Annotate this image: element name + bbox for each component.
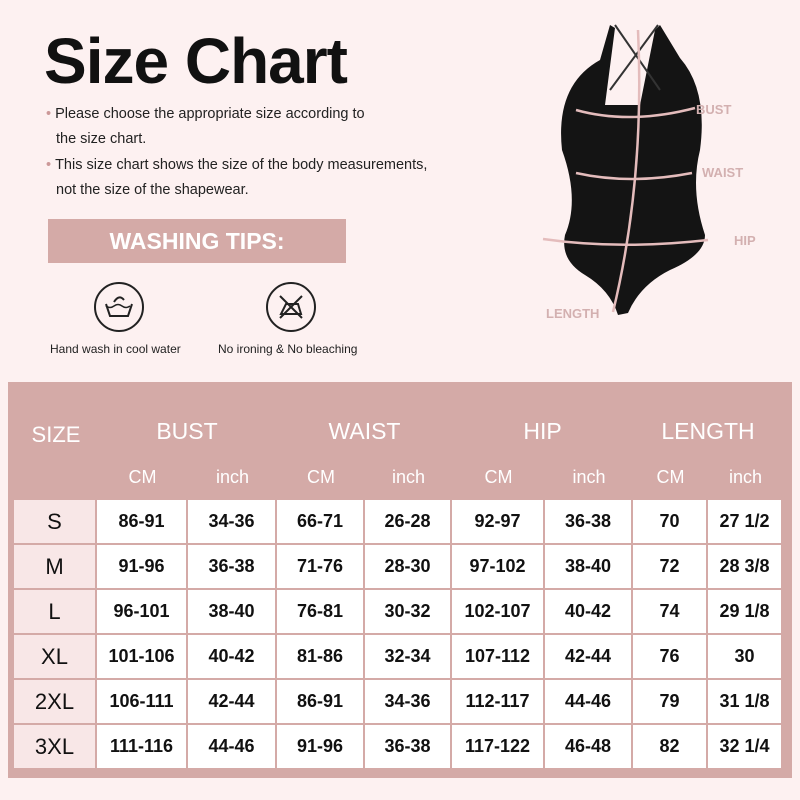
table-cell: 86-91 <box>97 500 186 543</box>
table-cell: 81-86 <box>277 635 363 678</box>
unit-header: inch <box>215 467 250 487</box>
table-cell: 97-102 <box>452 545 543 588</box>
waist-label: WAIST <box>702 165 743 180</box>
table-cell: 70 <box>633 500 706 543</box>
hand-wash-icon <box>94 282 144 332</box>
table-cell: 26-28 <box>365 500 450 543</box>
table-cell: 36-38 <box>188 545 275 588</box>
note-2b: not the size of the shapewear. <box>56 182 249 198</box>
unit-header: inch <box>728 467 763 487</box>
table-cell: 66-71 <box>277 500 363 543</box>
bust-label: BUST <box>696 102 731 117</box>
note-1b: the size chart. <box>56 131 147 147</box>
unit-header: inch <box>572 467 606 487</box>
size-cell: 3XL <box>14 725 95 768</box>
table-cell: 82 <box>633 725 706 768</box>
group-header: HIP <box>523 418 562 444</box>
table-cell: 27 1/2 <box>708 500 781 543</box>
table-cell: 36-38 <box>545 500 631 543</box>
table-cell: 107-112 <box>452 635 543 678</box>
table-cell: 42-44 <box>188 680 275 723</box>
table-cell: 38-40 <box>188 590 275 633</box>
table-cell: 76-81 <box>277 590 363 633</box>
size-table: SIZE BUST WAIST HIP LENGTH CM inch CM inch CM inc… <box>8 382 792 778</box>
table-cell: 76 <box>633 635 706 678</box>
bodysuit-figure: BUST WAIST HIP LENGTH <box>542 24 756 321</box>
table-cell: 38-40 <box>545 545 631 588</box>
table-cell: 71-76 <box>277 545 363 588</box>
group-header: BUST <box>156 418 218 444</box>
note-1: • Please choose the appropriate size acco… <box>46 102 365 126</box>
unit-header: CM <box>484 467 513 487</box>
table-cell: 32-34 <box>365 635 450 678</box>
table-cell: 32 1/4 <box>708 725 781 768</box>
size-cell: S <box>14 500 95 543</box>
table-cell: 102-107 <box>452 590 543 633</box>
size-header: SIZE <box>31 422 81 447</box>
unit-header: CM <box>656 467 685 487</box>
no-iron-label: No ironing & No bleaching <box>218 342 358 356</box>
length-line <box>611 29 641 313</box>
hand-wash-label: Hand wash in cool water <box>50 342 181 356</box>
table-cell: 117-122 <box>452 725 543 768</box>
hip-label: HIP <box>734 233 756 248</box>
unit-header: inch <box>391 467 426 487</box>
table-cell: 79 <box>633 680 706 723</box>
table-cell: 44-46 <box>545 680 631 723</box>
bullet-icon: • <box>46 106 52 122</box>
group-header: WAIST <box>328 418 401 444</box>
no-iron-no-bleach-icon <box>266 282 316 332</box>
table-cell: 34-36 <box>188 500 275 543</box>
table-cell: 42-44 <box>545 635 631 678</box>
table-cell: 28 3/8 <box>708 545 781 588</box>
table-cell: 111-116 <box>97 725 186 768</box>
table-cell: 74 <box>633 590 706 633</box>
size-cell: 2XL <box>14 680 95 723</box>
page-title: Size Chart <box>44 25 348 97</box>
size-cell: XL <box>14 635 95 678</box>
table-cell: 31 1/8 <box>708 680 781 723</box>
length-label: LENGTH <box>546 306 599 321</box>
table-cell: 28-30 <box>365 545 450 588</box>
table-cell: 30-32 <box>365 590 450 633</box>
unit-header: CM <box>128 467 157 487</box>
note-2: • This size chart shows the size of the b… <box>46 153 427 177</box>
table-cell: 40-42 <box>188 635 275 678</box>
table-cell: 92-97 <box>452 500 543 543</box>
table-cell: 44-46 <box>188 725 275 768</box>
table-cell: 106-111 <box>97 680 186 723</box>
unit-header: CM <box>307 467 335 487</box>
table-cell: 34-36 <box>365 680 450 723</box>
table-cell: 29 1/8 <box>708 590 781 633</box>
table-cell: 86-91 <box>277 680 363 723</box>
bullet-icon: • <box>46 157 52 173</box>
table-cell: 46-48 <box>545 725 631 768</box>
table-cell: 96-101 <box>97 590 186 633</box>
note-text: This size chart shows the size of the bo… <box>55 157 428 173</box>
washing-tips-banner: WASHING TIPS: <box>48 219 346 263</box>
table-cell: 91-96 <box>277 725 363 768</box>
size-cell: L <box>14 590 95 633</box>
table-cell: 36-38 <box>365 725 450 768</box>
table-cell: 40-42 <box>545 590 631 633</box>
table-cell: 91-96 <box>97 545 186 588</box>
group-header: LENGTH <box>661 418 755 444</box>
table-cell: 112-117 <box>452 680 543 723</box>
note-text: Please choose the appropriate size accor… <box>55 106 365 122</box>
table-cell: 72 <box>633 545 706 588</box>
table-cell: 101-106 <box>97 635 186 678</box>
table-cell: 30 <box>708 635 781 678</box>
size-cell: M <box>14 545 95 588</box>
